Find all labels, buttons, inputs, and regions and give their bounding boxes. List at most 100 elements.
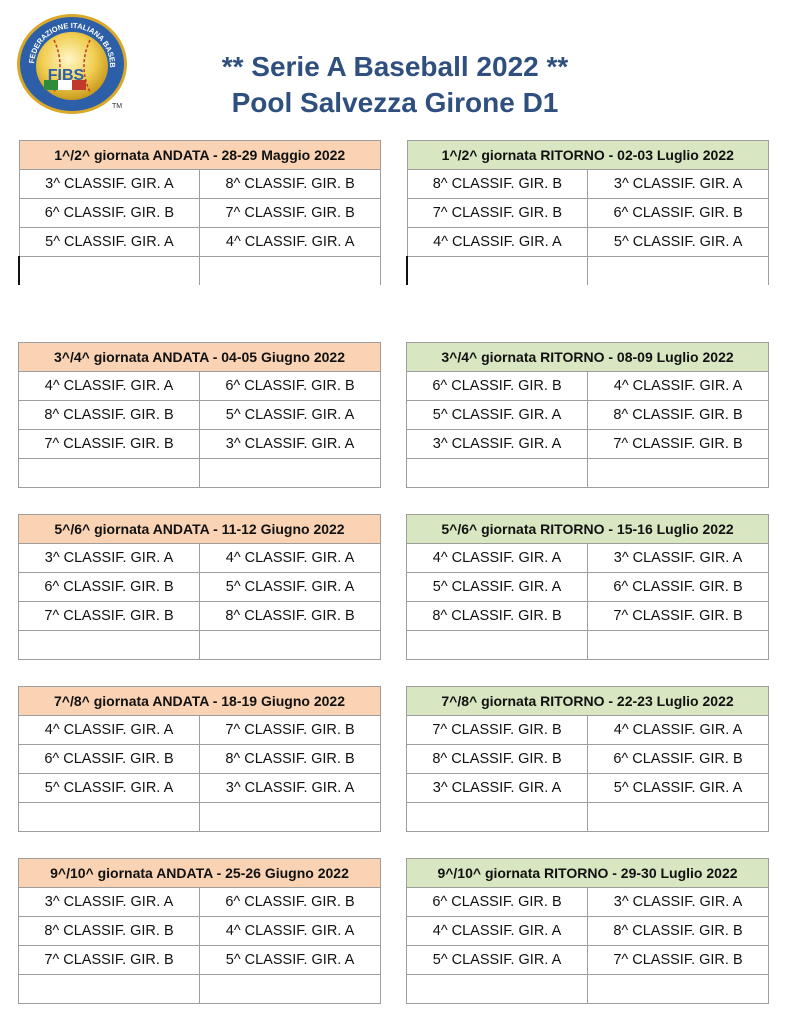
empty-cell bbox=[587, 802, 769, 832]
empty-cell bbox=[199, 630, 381, 660]
home-team-cell: 4^ CLASSIF. GIR. A bbox=[18, 371, 200, 401]
empty-cell bbox=[18, 630, 200, 660]
table-row: 3^ CLASSIF. GIR. A 5^ CLASSIF. GIR. A bbox=[406, 773, 769, 803]
empty-cell bbox=[406, 630, 588, 660]
fibs-logo: FEDERAZIONE ITALIANA BASEBALL SOFTBALL F… bbox=[14, 10, 127, 114]
away-team-cell: 3^ CLASSIF. GIR. A bbox=[199, 429, 381, 459]
table-row: 6^ CLASSIF. GIR. B 5^ CLASSIF. GIR. A bbox=[18, 572, 381, 602]
round-heading: 1^/2^ giornata ANDATA - 28-29 Maggio 202… bbox=[18, 140, 381, 170]
home-team-cell: 8^ CLASSIF. GIR. B bbox=[406, 601, 588, 631]
home-team-cell: 7^ CLASSIF. GIR. B bbox=[406, 198, 589, 228]
away-team-cell: 3^ CLASSIF. GIR. A bbox=[587, 169, 769, 199]
home-team-cell: 6^ CLASSIF. GIR. B bbox=[406, 887, 588, 917]
empty-cell bbox=[199, 802, 381, 832]
home-team-cell: 4^ CLASSIF. GIR. A bbox=[406, 543, 588, 573]
table-row: 4^ CLASSIF. GIR. A 7^ CLASSIF. GIR. B bbox=[18, 715, 381, 745]
table-row: 7^ CLASSIF. GIR. B 4^ CLASSIF. GIR. A bbox=[406, 715, 769, 745]
home-team-cell: 8^ CLASSIF. GIR. B bbox=[406, 744, 588, 774]
away-team-cell: 5^ CLASSIF. GIR. A bbox=[199, 572, 381, 602]
away-team-cell: 6^ CLASSIF. GIR. B bbox=[199, 887, 381, 917]
table-row: 6^ CLASSIF. GIR. B 3^ CLASSIF. GIR. A bbox=[406, 887, 769, 917]
away-team-cell: 3^ CLASSIF. GIR. A bbox=[587, 543, 769, 573]
home-team-cell: 3^ CLASSIF. GIR. A bbox=[406, 773, 588, 803]
empty-row bbox=[406, 630, 769, 660]
empty-row bbox=[18, 256, 381, 285]
table-row: 4^ CLASSIF. GIR. A 3^ CLASSIF. GIR. A bbox=[406, 543, 769, 573]
away-team-cell: 4^ CLASSIF. GIR. A bbox=[199, 543, 381, 573]
schedule-table-ritorno: 7^/8^ giornata RITORNO - 22-23 Luglio 20… bbox=[406, 686, 769, 832]
table-row: 5^ CLASSIF. GIR. A 3^ CLASSIF. GIR. A bbox=[18, 773, 381, 803]
round-heading: 3^/4^ giornata RITORNO - 08-09 Luglio 20… bbox=[406, 342, 769, 372]
table-row: 3^ CLASSIF. GIR. A 7^ CLASSIF. GIR. B bbox=[406, 429, 769, 459]
empty-cell bbox=[18, 802, 200, 832]
schedule-table-andata: 3^/4^ giornata ANDATA - 04-05 Giugno 202… bbox=[18, 342, 381, 488]
schedule-table-ritorno: 1^/2^ giornata RITORNO - 02-03 Luglio 20… bbox=[406, 140, 769, 285]
round-heading: 1^/2^ giornata RITORNO - 02-03 Luglio 20… bbox=[406, 140, 769, 170]
empty-row bbox=[406, 802, 769, 832]
home-team-cell: 5^ CLASSIF. GIR. A bbox=[18, 773, 200, 803]
table-row: 5^ CLASSIF. GIR. A 7^ CLASSIF. GIR. B bbox=[406, 945, 769, 975]
home-team-cell: 6^ CLASSIF. GIR. B bbox=[18, 198, 201, 228]
schedule-header-row: 5^/6^ giornata RITORNO - 15-16 Luglio 20… bbox=[406, 514, 769, 544]
home-team-cell: 8^ CLASSIF. GIR. B bbox=[18, 916, 200, 946]
away-team-cell: 7^ CLASSIF. GIR. B bbox=[587, 429, 769, 459]
away-team-cell: 6^ CLASSIF. GIR. B bbox=[587, 572, 769, 602]
table-row: 4^ CLASSIF. GIR. A 8^ CLASSIF. GIR. B bbox=[406, 916, 769, 946]
empty-row bbox=[18, 802, 381, 832]
away-team-cell: 4^ CLASSIF. GIR. A bbox=[587, 371, 769, 401]
round-heading: 9^/10^ giornata RITORNO - 29-30 Luglio 2… bbox=[406, 858, 769, 888]
empty-row bbox=[18, 630, 381, 660]
round-heading: 7^/8^ giornata RITORNO - 22-23 Luglio 20… bbox=[406, 686, 769, 716]
away-team-cell: 5^ CLASSIF. GIR. A bbox=[587, 227, 769, 257]
table-row: 3^ CLASSIF. GIR. A 6^ CLASSIF. GIR. B bbox=[18, 887, 381, 917]
home-team-cell: 6^ CLASSIF. GIR. B bbox=[18, 744, 200, 774]
away-team-cell: 8^ CLASSIF. GIR. B bbox=[587, 916, 769, 946]
away-team-cell: 3^ CLASSIF. GIR. A bbox=[199, 773, 381, 803]
empty-cell bbox=[406, 974, 588, 1004]
away-team-cell: 5^ CLASSIF. GIR. A bbox=[199, 945, 381, 975]
away-team-cell: 8^ CLASSIF. GIR. B bbox=[587, 400, 769, 430]
home-team-cell: 7^ CLASSIF. GIR. B bbox=[406, 715, 588, 745]
away-team-cell: 8^ CLASSIF. GIR. B bbox=[199, 744, 381, 774]
round-heading: 5^/6^ giornata RITORNO - 15-16 Luglio 20… bbox=[406, 514, 769, 544]
away-team-cell: 6^ CLASSIF. GIR. B bbox=[587, 198, 769, 228]
table-row: 5^ CLASSIF. GIR. A 4^ CLASSIF. GIR. A bbox=[18, 227, 381, 257]
away-team-cell: 8^ CLASSIF. GIR. B bbox=[199, 169, 381, 199]
table-row: 8^ CLASSIF. GIR. B 5^ CLASSIF. GIR. A bbox=[18, 400, 381, 430]
home-team-cell: 5^ CLASSIF. GIR. A bbox=[406, 945, 588, 975]
empty-cell bbox=[587, 974, 769, 1004]
table-row: 5^ CLASSIF. GIR. A 6^ CLASSIF. GIR. B bbox=[406, 572, 769, 602]
table-row: 8^ CLASSIF. GIR. B 4^ CLASSIF. GIR. A bbox=[18, 916, 381, 946]
empty-cell bbox=[587, 630, 769, 660]
home-team-cell: 3^ CLASSIF. GIR. A bbox=[18, 169, 201, 199]
page-title: ** Serie A Baseball 2022 ** bbox=[221, 51, 569, 82]
schedule-header-row: 1^/2^ giornata ANDATA - 28-29 Maggio 202… bbox=[18, 140, 381, 170]
table-row: 4^ CLASSIF. GIR. A 6^ CLASSIF. GIR. B bbox=[18, 371, 381, 401]
home-team-cell: 3^ CLASSIF. GIR. A bbox=[406, 429, 588, 459]
away-team-cell: 3^ CLASSIF. GIR. A bbox=[587, 887, 769, 917]
round-heading: 3^/4^ giornata ANDATA - 04-05 Giugno 202… bbox=[18, 342, 381, 372]
home-team-cell: 7^ CLASSIF. GIR. B bbox=[18, 601, 200, 631]
home-team-cell: 8^ CLASSIF. GIR. B bbox=[18, 400, 200, 430]
empty-cell bbox=[18, 256, 201, 285]
round-heading: 7^/8^ giornata ANDATA - 18-19 Giugno 202… bbox=[18, 686, 381, 716]
empty-row bbox=[406, 974, 769, 1004]
empty-row bbox=[406, 256, 769, 285]
home-team-cell: 5^ CLASSIF. GIR. A bbox=[406, 572, 588, 602]
table-row: 6^ CLASSIF. GIR. B 4^ CLASSIF. GIR. A bbox=[406, 371, 769, 401]
schedule-table-ritorno: 9^/10^ giornata RITORNO - 29-30 Luglio 2… bbox=[406, 858, 769, 1004]
away-team-cell: 8^ CLASSIF. GIR. B bbox=[199, 601, 381, 631]
empty-row bbox=[406, 458, 769, 488]
round-heading: 5^/6^ giornata ANDATA - 11-12 Giugno 202… bbox=[18, 514, 381, 544]
empty-cell bbox=[199, 256, 381, 285]
home-team-cell: 5^ CLASSIF. GIR. A bbox=[406, 400, 588, 430]
home-team-cell: 8^ CLASSIF. GIR. B bbox=[406, 169, 589, 199]
home-team-cell: 3^ CLASSIF. GIR. A bbox=[18, 543, 200, 573]
table-row: 6^ CLASSIF. GIR. B 8^ CLASSIF. GIR. B bbox=[18, 744, 381, 774]
table-row: 7^ CLASSIF. GIR. B 3^ CLASSIF. GIR. A bbox=[18, 429, 381, 459]
away-team-cell: 5^ CLASSIF. GIR. A bbox=[199, 400, 381, 430]
home-team-cell: 4^ CLASSIF. GIR. A bbox=[18, 715, 200, 745]
page-subtitle: Pool Salvezza Girone D1 bbox=[231, 87, 559, 118]
table-row: 8^ CLASSIF. GIR. B 7^ CLASSIF. GIR. B bbox=[406, 601, 769, 631]
logo-tm: TM bbox=[112, 103, 122, 110]
